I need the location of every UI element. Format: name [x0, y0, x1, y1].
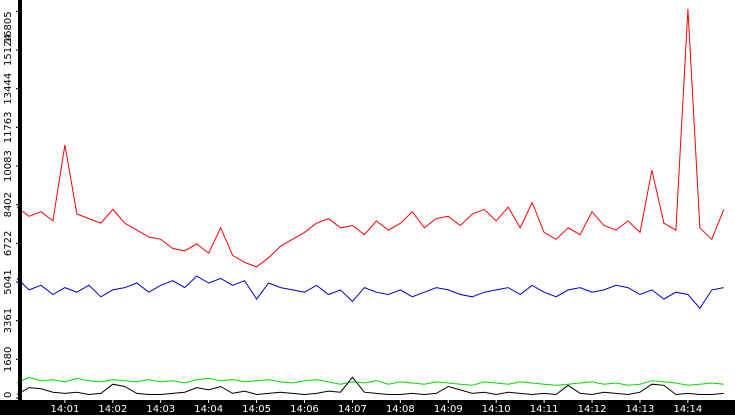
series-line: [16, 376, 724, 396]
y-tick-label: 16805: [3, 11, 14, 43]
x-tick-label: 14:03: [146, 404, 175, 415]
x-tick-label: 14:08: [386, 404, 415, 415]
y-tick-label: 0: [3, 392, 14, 398]
x-tick-label: 14:11: [530, 404, 559, 415]
x-tick-label: 14:10: [482, 404, 511, 415]
x-tick-label: 14:02: [98, 404, 127, 415]
y-tick-label: 13444: [3, 73, 14, 105]
y-tick-label: 5041: [3, 269, 14, 294]
y-tick-label: 15124: [3, 34, 14, 66]
y-tick-label: 6722: [3, 231, 14, 256]
x-tick-label: 14:07: [338, 404, 367, 415]
x-tick-label: 14:04: [194, 404, 223, 415]
y-tick-label: 11763: [3, 111, 14, 143]
series-line: [16, 376, 724, 386]
series-line: [16, 9, 725, 268]
y-axis-bar: [18, 0, 22, 400]
series-line: [16, 275, 724, 310]
x-tick-label: 14:14: [673, 404, 702, 415]
x-tick-label: 14:09: [434, 404, 463, 415]
x-tick-label: 14:13: [626, 404, 655, 415]
y-tick-label: 1680: [3, 347, 14, 372]
y-tick-label: 3361: [3, 308, 14, 333]
x-tick-label: 14:06: [290, 404, 319, 415]
x-tick-label: 14:05: [242, 404, 271, 415]
y-tick-label: 10083: [3, 150, 14, 182]
x-tick-label: 14:12: [578, 404, 607, 415]
x-tick-label: 14:01: [51, 404, 80, 415]
y-tick-label: 8402: [3, 192, 14, 217]
x-axis-bar: [0, 400, 735, 415]
